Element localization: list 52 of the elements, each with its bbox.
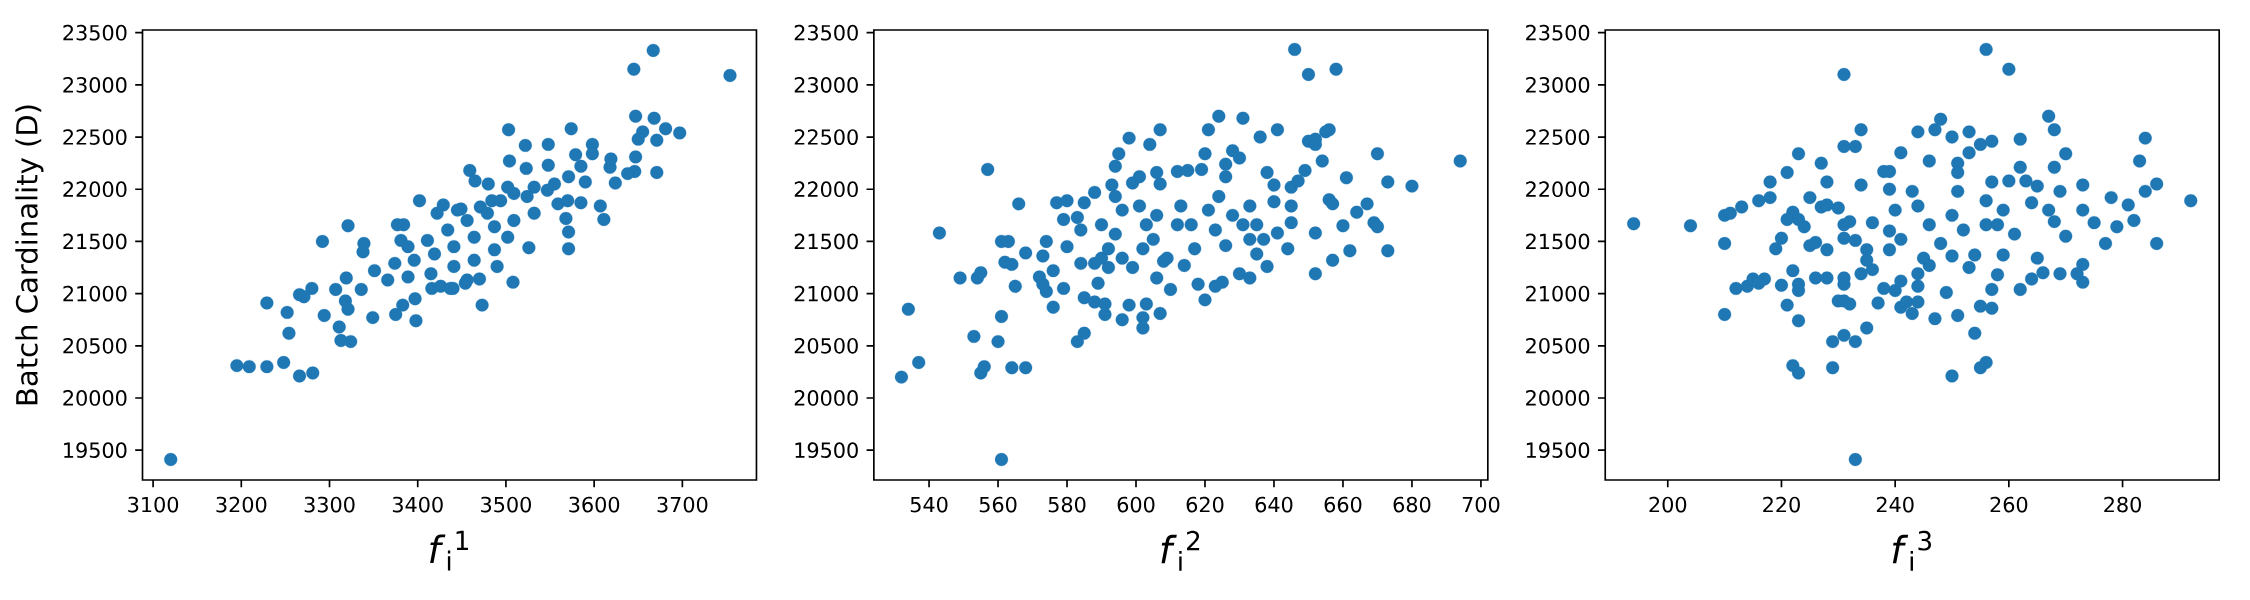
y-tick-label: 20000 xyxy=(794,390,858,406)
x-tick-label: 3600 xyxy=(569,496,620,513)
x-axis-title: f$_{i}$3 xyxy=(1892,530,1932,571)
y-tick-label: 23500 xyxy=(1526,24,1590,41)
y-tick-label: 21500 xyxy=(63,233,127,250)
x-tick-label: 280 xyxy=(2104,496,2141,513)
x-axis-title: f$_{i}$2 xyxy=(1161,530,1200,571)
y-tick-label: 21000 xyxy=(1526,285,1590,302)
x-tick-label: 3500 xyxy=(481,496,531,513)
y-tick-label: 23000 xyxy=(63,77,127,93)
x-axis-title: f$_{i}$1 xyxy=(430,530,468,571)
x-tick-label: 240 xyxy=(1876,496,1914,513)
x-tick-label: 3300 xyxy=(304,496,355,513)
x-tick-label: 3400 xyxy=(392,496,443,513)
y-tick-label: 22000 xyxy=(794,181,858,198)
x-tick-label: 540 xyxy=(910,496,948,513)
y-tick-label: 19500 xyxy=(1526,442,1590,458)
x-tick-label: 560 xyxy=(979,496,1017,513)
x-tick-label: 580 xyxy=(1048,496,1086,513)
y-tick-label: 20000 xyxy=(63,390,127,406)
y-tick-label: 22500 xyxy=(63,129,127,145)
x-tick-label: 680 xyxy=(1393,496,1431,513)
x-tick-label: 200 xyxy=(1649,496,1687,513)
y-tick-label: 21500 xyxy=(794,233,858,250)
y-tick-label: 23000 xyxy=(794,77,858,93)
x-tick-label: 600 xyxy=(1117,496,1155,513)
y-tick-label: 20500 xyxy=(1526,337,1590,354)
x-tick-label: 620 xyxy=(1186,496,1224,513)
y-tick-label: 20000 xyxy=(1526,390,1590,406)
x-tick-label: 700 xyxy=(1462,496,1500,513)
y-tick-label: 23000 xyxy=(1526,77,1590,93)
y-axis-title: Batch Cardinality (D) xyxy=(15,105,44,405)
y-tick-label: 22500 xyxy=(794,129,858,145)
y-tick-label: 22000 xyxy=(1526,181,1590,198)
y-tick-label: 22500 xyxy=(1526,129,1590,145)
y-tick-label: 21000 xyxy=(794,285,858,302)
y-tick-label: 20500 xyxy=(63,337,127,354)
x-tick-label: 260 xyxy=(1990,496,2028,513)
y-tick-label: 21500 xyxy=(1526,233,1590,250)
y-tick-label: 23500 xyxy=(794,24,858,41)
x-tick-label: 3700 xyxy=(657,496,708,513)
y-tick-label: 19500 xyxy=(64,442,127,458)
x-tick-label: 3200 xyxy=(216,496,267,513)
x-tick-label: 3100 xyxy=(128,496,179,513)
x-tick-label: 660 xyxy=(1324,496,1362,513)
y-tick-label: 23500 xyxy=(63,24,127,41)
x-tick-label: 640 xyxy=(1255,496,1293,513)
y-tick-label: 21000 xyxy=(63,285,127,302)
x-tick-label: 220 xyxy=(1763,496,1800,513)
y-tick-label: 22000 xyxy=(63,181,127,198)
y-tick-label: 19500 xyxy=(795,442,858,458)
y-tick-label: 20500 xyxy=(794,337,858,354)
